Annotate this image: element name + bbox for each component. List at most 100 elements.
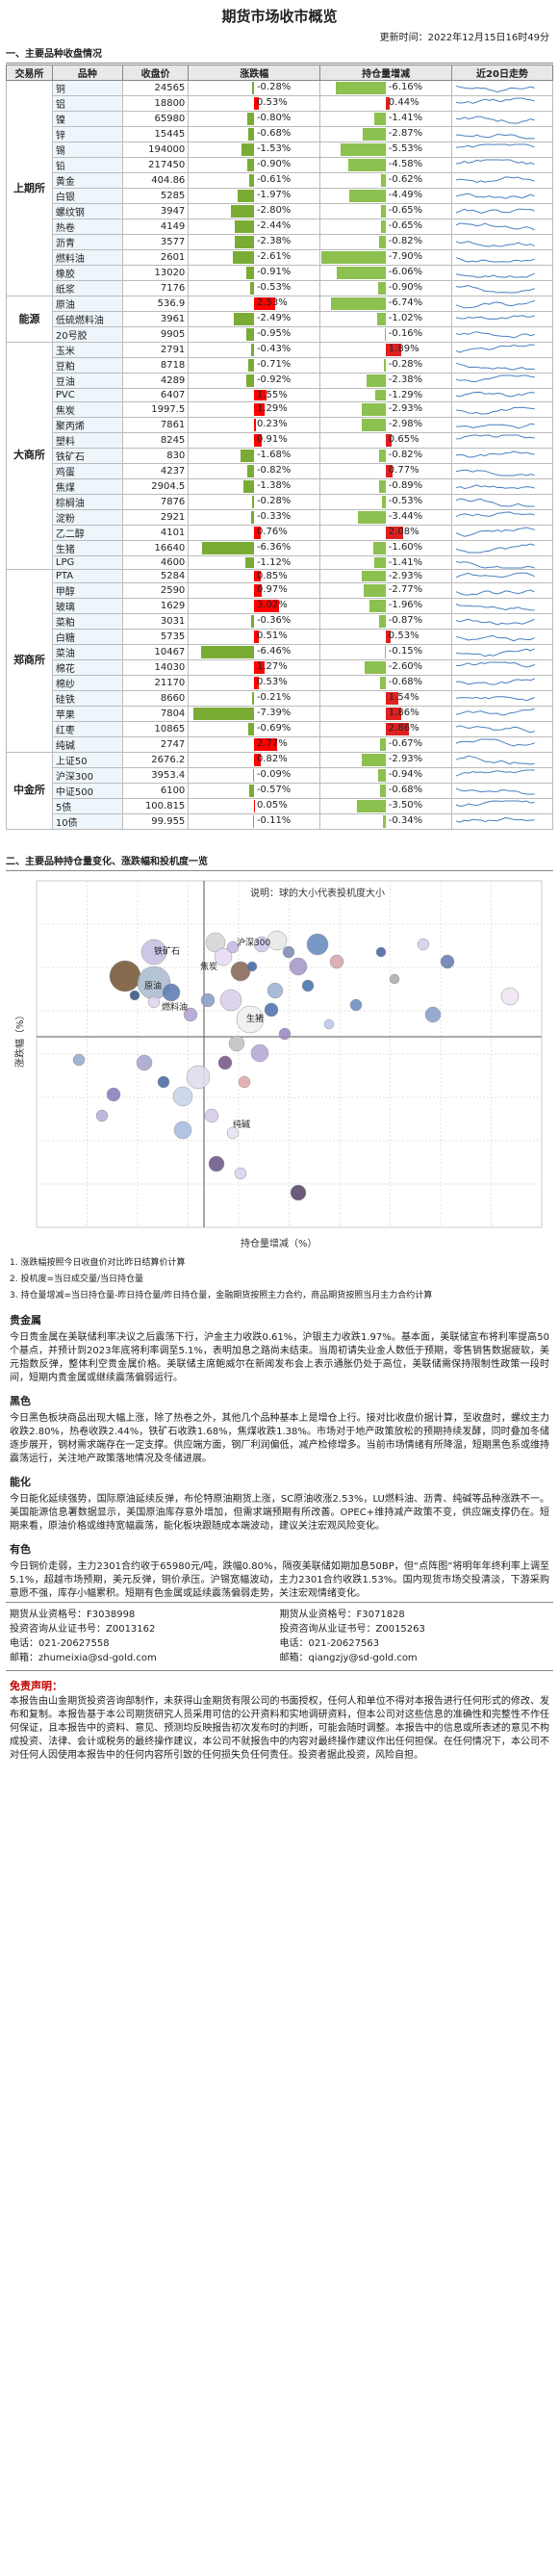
table-row: 白糖 5735 0.51% 0.53% — [7, 628, 553, 645]
change-value: 0.97% — [256, 583, 288, 595]
author-field: 电话：021-20627563 — [279, 1637, 380, 1649]
oi-bar — [386, 691, 399, 705]
product-name: 菜粕 — [51, 612, 123, 630]
commentary-text: 今日黑色板块商品出现大幅上涨，除了热卷之外，其他几个品种基本上是增仓上行。接对比… — [10, 1412, 549, 1464]
change-bar — [201, 645, 255, 658]
sparkline-svg — [455, 331, 535, 339]
sparkline — [455, 648, 535, 657]
trend-sparkline — [451, 751, 553, 768]
product-name: 锌 — [51, 126, 123, 142]
product-name: 淀粉 — [51, 508, 123, 526]
table-row: 鸡蛋 4237 -0.82% 0.77% — [7, 462, 553, 479]
sparkline — [455, 498, 535, 507]
change-bar-cell: -2.80% — [188, 203, 321, 219]
product-name: 铜 — [51, 80, 123, 96]
oi-change-value: 0.65% — [388, 433, 419, 445]
bubble — [183, 1007, 198, 1022]
change-bar-cell: -6.46% — [188, 643, 321, 660]
bubble — [424, 1006, 442, 1023]
change-value: -1.38% — [256, 479, 292, 491]
trend-sparkline — [451, 782, 553, 799]
oi-bar — [378, 282, 387, 295]
table-row: 低硫燃料油 3961 -2.49% -1.02% — [7, 311, 553, 327]
table-row: 白银 5285 -1.97% -4.49% — [7, 188, 553, 204]
product-name: 螺纹钢 — [51, 203, 123, 219]
bubble — [208, 1155, 225, 1172]
oi-bar-cell: -1.02% — [319, 311, 453, 327]
bubble — [230, 961, 251, 982]
oi-bar-cell: -6.06% — [319, 265, 453, 281]
oi-bar-cell: -2.60% — [319, 658, 453, 676]
oi-bar — [372, 541, 387, 554]
oi-change-value: -0.65% — [388, 220, 423, 231]
oi-change-value: -0.90% — [388, 282, 423, 293]
change-bar-cell: 1.27% — [188, 658, 321, 676]
change-bar-cell: -1.53% — [188, 142, 321, 158]
change-bar — [251, 82, 255, 94]
change-value: -0.09% — [256, 768, 292, 780]
table-row: 螺纹钢 3947 -2.80% -0.65% — [7, 203, 553, 219]
change-bar-cell: -0.69% — [188, 720, 321, 737]
bubble — [417, 938, 430, 951]
oi-bar-cell: -6.16% — [319, 80, 453, 96]
oi-change-value: -2.93% — [388, 570, 423, 581]
oi-bar-cell: -1.29% — [319, 388, 453, 402]
change-bar — [251, 495, 255, 508]
oi-change-value: -0.94% — [388, 768, 423, 780]
change-bar — [252, 691, 255, 705]
oi-change-value: -1.41% — [388, 113, 423, 123]
change-bar-cell: -2.49% — [188, 311, 321, 327]
oi-bar — [386, 722, 410, 735]
oi-change-value: -2.93% — [388, 753, 423, 764]
change-bar-cell: -0.82% — [188, 462, 321, 479]
trend-sparkline — [451, 95, 553, 112]
change-value: -0.95% — [256, 328, 292, 339]
sparkline — [455, 143, 535, 148]
author-field: 邮箱：qiangzjy@sd-gold.com — [279, 1652, 418, 1663]
change-bar-cell: -0.92% — [188, 373, 321, 389]
trend-sparkline — [451, 388, 553, 402]
oi-bar — [383, 814, 387, 828]
change-value: -0.28% — [256, 82, 292, 92]
change-bar — [248, 128, 255, 141]
sparkline-svg — [455, 769, 535, 777]
change-bar-cell: 0.91% — [188, 431, 321, 449]
bubble — [440, 954, 455, 969]
sparkline-svg — [455, 176, 535, 184]
trend-sparkline — [451, 812, 553, 830]
sparkline — [455, 634, 535, 642]
sparkline — [456, 423, 535, 429]
oi-bar — [380, 205, 387, 218]
sparkline — [455, 560, 535, 569]
sparkline — [455, 589, 535, 596]
product-name: 玻璃 — [51, 597, 123, 614]
change-bar-cell: -2.38% — [188, 234, 321, 250]
change-bar — [254, 402, 266, 416]
change-bar — [246, 374, 255, 387]
bubble — [282, 945, 295, 959]
oi-bar — [386, 526, 403, 539]
oi-bar-cell: 2.86% — [319, 720, 453, 737]
oi-change-value: 0.44% — [388, 97, 419, 108]
product-name: 焦炭 — [51, 400, 123, 418]
change-bar-cell: -2.44% — [188, 219, 321, 235]
oi-bar — [375, 390, 387, 400]
oi-change-value: -3.44% — [388, 510, 423, 522]
oi-bar-cell: -0.15% — [319, 643, 453, 660]
bubble — [173, 1121, 192, 1140]
sparkline — [455, 391, 535, 398]
oi-bar — [366, 374, 387, 387]
oi-change-value: 2.86% — [388, 722, 419, 734]
change-bar-cell: 0.97% — [188, 581, 321, 599]
oi-change-value: -0.87% — [388, 614, 423, 626]
close-price: 2791 — [121, 342, 190, 358]
change-value: 0.82% — [256, 753, 288, 764]
oi-change-value: -0.16% — [388, 328, 423, 339]
bubble — [72, 1053, 86, 1067]
change-bar-cell: -6.36% — [188, 539, 321, 556]
product-name: 沪深300 — [51, 766, 123, 784]
bubble — [147, 995, 161, 1009]
table-row: 中金所 上证50 2676.2 0.82% -2.93% — [6, 751, 553, 830]
sparkline-svg — [455, 374, 535, 383]
table-row: LPG 4600 -1.12% -1.41% — [7, 554, 553, 570]
